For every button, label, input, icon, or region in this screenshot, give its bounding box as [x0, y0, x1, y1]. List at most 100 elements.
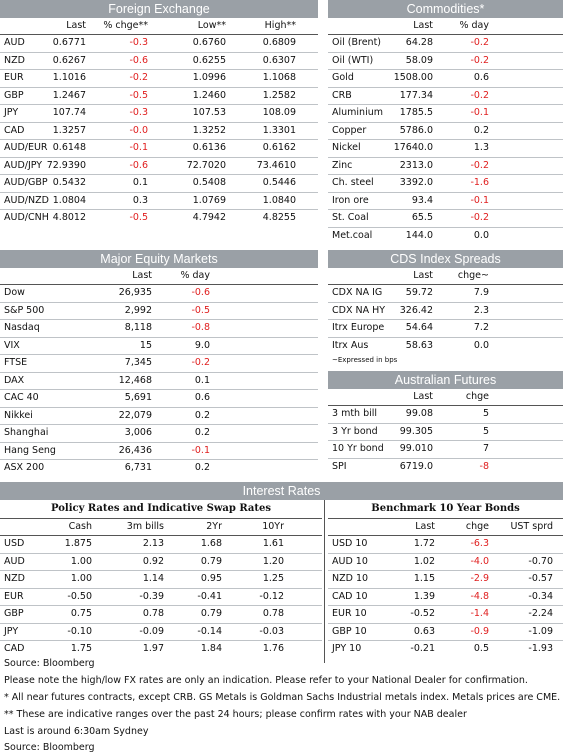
fx-last: 4.8012 — [52, 212, 86, 223]
futures-contract: 10 Yr bond — [332, 443, 384, 454]
fx-high: 0.6809 — [262, 37, 296, 48]
equity-index: ASX 200 — [4, 462, 45, 473]
policy-row: GBP 0.75 0.78 0.79 0.78 — [0, 606, 322, 624]
bonds-chge: -0.9 — [470, 625, 489, 637]
commodities-name: Copper — [332, 124, 367, 136]
cds-name: Itrx Europe — [332, 322, 385, 333]
commodities-name: CRB — [332, 89, 352, 101]
futures-contract: 3 mth bill — [332, 408, 378, 419]
cds-col-last: Last — [413, 270, 433, 281]
equity-index: Nasdaq — [4, 322, 40, 333]
fx-chge: -0.5 — [129, 212, 148, 223]
commodities-last: 1508.00 — [393, 72, 433, 83]
fx-row: AUD/GBP 0.5432 0.1 0.5408 0.5446 — [0, 175, 318, 193]
equity-day: -0.2 — [191, 357, 210, 368]
commodities-name: Gold — [332, 72, 354, 83]
fx-col-last: Last — [66, 20, 86, 31]
policy-2yr: 0.95 — [200, 573, 222, 584]
policy-row: JPY -0.10 -0.09 -0.14 -0.03 — [0, 624, 322, 641]
fx-chge: -0.1 — [129, 142, 148, 153]
commodities-col-day: % day — [459, 20, 489, 31]
commodities-last: 17640.0 — [393, 142, 433, 153]
cds-col-chge: chge~ — [457, 270, 489, 281]
commodities-day: -0.2 — [470, 37, 489, 48]
policy-section: Policy Rates and Indicative Swap Rates C… — [0, 500, 322, 658]
footnote-source: Source: Bloomberg — [4, 658, 95, 669]
policy-col-10yr: 10Yr — [262, 521, 284, 532]
futures-chge: 7 — [482, 443, 489, 454]
futures-chge: -8 — [479, 460, 489, 472]
policy-cash: 0.75 — [70, 608, 92, 619]
bonds-last: -0.21 — [410, 643, 435, 654]
fx-low: 4.7942 — [192, 212, 226, 223]
cds-chge: 7.9 — [473, 287, 489, 298]
cds-name: CDX NA HY — [332, 304, 386, 316]
fx-row: GBP 1.2467 -0.5 1.2460 1.2582 — [0, 88, 318, 105]
futures-title: Australian Futures — [328, 371, 563, 389]
policy-10yr: 0.78 — [262, 608, 284, 619]
policy-col-cash: Cash — [68, 521, 92, 532]
cds-last: 54.64 — [405, 322, 433, 333]
equity-col-day: % day — [180, 270, 210, 281]
commodities-last: 64.28 — [405, 37, 433, 48]
fx-last: 1.1016 — [52, 72, 86, 83]
policy-cash: 1.00 — [70, 573, 92, 584]
commodities-name: Iron ore — [332, 194, 369, 206]
bonds-ust: -1.93 — [528, 643, 553, 654]
policy-2yr: 0.79 — [200, 608, 222, 619]
equity-index: S&P 500 — [4, 304, 45, 316]
interest-title: Interest Rates — [0, 482, 563, 500]
policy-3m: -0.39 — [139, 590, 164, 602]
fx-low: 0.6136 — [192, 142, 226, 153]
commodities-row: Oil (Brent) 64.28 -0.2 — [328, 35, 563, 53]
cds-row: Itrx Aus 58.63 0.0 — [328, 338, 563, 355]
fx-pair: AUD/EUR — [4, 142, 48, 153]
bonds-row: NZD 10 1.15 -2.9 -0.57 — [328, 571, 563, 589]
fx-high: 1.0840 — [262, 194, 296, 206]
equity-index: Dow — [4, 287, 25, 298]
policy-3m: 1.97 — [142, 643, 164, 654]
futures-last: 6719.0 — [399, 460, 433, 472]
equity-row: Hang Seng 26,436 -0.1 — [0, 443, 318, 460]
policy-title: Policy Rates and Indicative Swap Rates — [0, 500, 322, 519]
fx-chge: -0.3 — [129, 107, 148, 118]
policy-ccy: AUD — [4, 555, 25, 567]
commodities-name: Met.coal — [332, 229, 373, 241]
commodities-last: 1785.5 — [399, 107, 433, 118]
commodities-name: Zinc — [332, 159, 353, 171]
policy-3m: -0.09 — [139, 625, 164, 637]
policy-cash: 1.75 — [70, 643, 92, 654]
policy-3m: 1.14 — [142, 573, 164, 584]
equity-index: CAC 40 — [4, 392, 39, 403]
bonds-last: 1.39 — [413, 590, 435, 602]
commodities-day: -0.1 — [470, 194, 489, 206]
equity-row: Nasdaq 8,118 -0.8 — [0, 320, 318, 338]
bonds-name: AUD 10 — [332, 555, 368, 567]
cds-title: CDS Index Spreads — [328, 250, 563, 268]
policy-row: EUR -0.50 -0.39 -0.41 -0.12 — [0, 589, 322, 606]
equity-last: 6,731 — [124, 462, 152, 473]
equity-title: Major Equity Markets — [0, 250, 318, 268]
bonds-last: 1.02 — [413, 555, 435, 567]
commodities-last: 5786.0 — [399, 124, 433, 136]
policy-row: CAD 1.75 1.97 1.84 1.76 — [0, 641, 322, 658]
fx-low: 1.2460 — [192, 89, 226, 101]
interest-panel: Interest Rates Policy Rates and Indicati… — [0, 482, 563, 663]
equity-row: ASX 200 6,731 0.2 — [0, 460, 318, 477]
policy-2yr: 1.68 — [200, 538, 222, 549]
policy-3m: 2.13 — [142, 538, 164, 549]
bonds-chge: -2.9 — [470, 573, 489, 584]
fx-row: JPY 107.74 -0.3 107.53 108.09 — [0, 105, 318, 123]
equity-header-row: Last % day — [0, 268, 318, 285]
commodities-name: Aluminium — [332, 107, 383, 118]
cds-last: 326.42 — [399, 304, 433, 316]
commodities-last: 3392.0 — [399, 177, 433, 188]
fx-pair: AUD/NZD — [4, 194, 49, 206]
equity-row: FTSE 7,345 -0.2 — [0, 355, 318, 373]
fx-chge: -0.2 — [129, 72, 148, 83]
fx-last: 0.5432 — [52, 177, 86, 188]
bonds-header-row: Last chge UST sprd — [328, 519, 563, 536]
policy-col-3m: 3m bills — [126, 521, 164, 532]
futures-col-chge: chge — [465, 391, 489, 402]
policy-ccy: USD — [4, 538, 25, 549]
